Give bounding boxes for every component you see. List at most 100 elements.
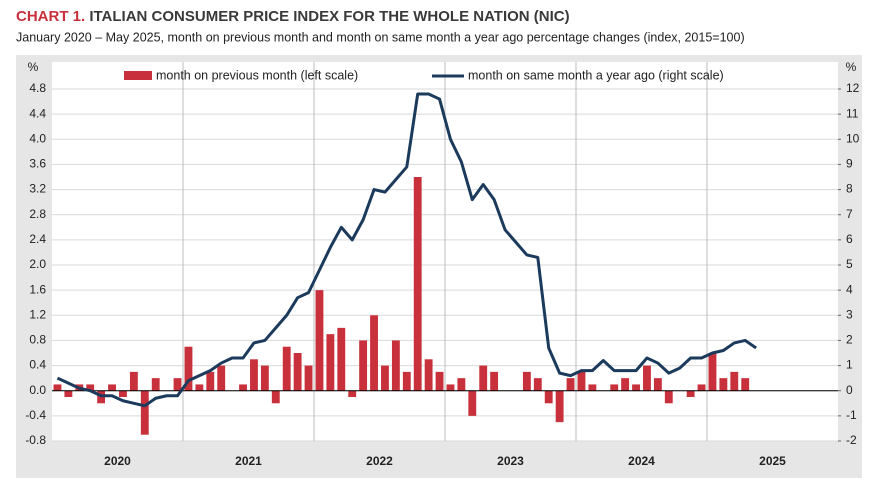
bar (479, 365, 488, 391)
chart-title: CHART 1. ITALIAN CONSUMER PRICE INDEX FO… (16, 8, 570, 25)
bar (610, 384, 619, 391)
y-tick-label: 1.6 (29, 282, 46, 296)
y2-tick-label: 4 (846, 282, 853, 296)
y2-tick-label: 5 (846, 257, 853, 271)
bar (53, 384, 62, 391)
y-tick-label: -0.8 (25, 433, 46, 447)
bar (119, 390, 127, 397)
subtitle: January 2020 – May 2025, month on previo… (16, 30, 745, 44)
bar (402, 371, 411, 391)
bar (522, 371, 531, 391)
y2-tick-label: 2 (846, 333, 853, 347)
bar (577, 371, 586, 391)
bar (326, 334, 335, 391)
bar (533, 378, 542, 391)
bar (304, 365, 313, 391)
bar (370, 315, 378, 391)
bar (271, 390, 280, 404)
x-tick-label: 2024 (628, 454, 655, 468)
bar (359, 340, 368, 391)
bar (173, 378, 182, 391)
bar (730, 371, 739, 391)
bar (686, 390, 695, 397)
y2-tick-label: 8 (846, 182, 853, 196)
y2-tick-label: 11 (846, 106, 859, 120)
bar (348, 390, 357, 397)
bar (435, 371, 444, 391)
y2-tick-label: 12 (846, 81, 860, 95)
bar (315, 290, 324, 391)
y-tick-label: 1.2 (29, 307, 46, 321)
legend-label: month on previous month (left scale) (156, 68, 358, 82)
bar (260, 365, 269, 391)
x-tick-label: 2020 (104, 454, 131, 468)
y-tick-label: 0.4 (29, 358, 46, 372)
y-tick-label: 2.0 (29, 257, 46, 271)
bar (337, 327, 346, 391)
y-tick-label: 2.4 (29, 232, 46, 246)
bar (741, 378, 750, 391)
bar (250, 359, 258, 391)
bar (457, 378, 466, 391)
line (56, 92, 757, 408)
bar (86, 384, 95, 391)
bar (708, 353, 717, 391)
bar (653, 378, 662, 391)
y-tick-label: 4.4 (29, 106, 46, 120)
y-tick-label: 2.8 (29, 207, 46, 221)
y2-tick-label: 10 (846, 131, 860, 145)
y-tick-label: 0.0 (29, 383, 46, 397)
y2-tick-label: -2 (846, 433, 857, 447)
bar (621, 378, 630, 391)
bar (108, 384, 116, 391)
bar (217, 365, 226, 391)
y-tick-label: 3.2 (29, 182, 46, 196)
y2-tick-label: 7 (846, 207, 853, 221)
bar (544, 390, 553, 404)
bar (239, 384, 247, 391)
title-prefix: CHART 1. (16, 8, 85, 25)
legend-label: month on same month a year ago (right sc… (468, 68, 724, 82)
y2-tick-label: -1 (846, 408, 857, 422)
x-tick-label: 2021 (235, 454, 262, 468)
legend-swatch (124, 71, 152, 80)
y2-tick-label: 1 (846, 358, 853, 372)
bar (555, 390, 564, 423)
y-tick-label: 3.6 (29, 157, 46, 171)
bar (490, 371, 499, 391)
bar (140, 390, 149, 435)
bar (588, 384, 597, 391)
bar (413, 177, 422, 391)
y-tick-label: 4.0 (29, 131, 46, 145)
y-tick-label: 0.8 (29, 333, 46, 347)
bar (381, 365, 389, 391)
title-text: ITALIAN CONSUMER PRICE INDEX FOR THE WHO… (89, 8, 569, 25)
bar (151, 378, 160, 391)
x-tick-label: 2023 (497, 454, 524, 468)
y-tick-label: 4.8 (29, 81, 46, 95)
x-tick-label: 2025 (759, 454, 786, 468)
y-unit: % (28, 60, 39, 74)
y-tick-label: -0.4 (25, 408, 46, 422)
bar (719, 378, 728, 391)
bar (446, 384, 455, 391)
bar (632, 384, 640, 391)
bar (64, 390, 73, 397)
bar (468, 390, 477, 416)
bar (206, 371, 215, 391)
y2-unit: % (846, 60, 857, 74)
x-tick-label: 2022 (366, 454, 393, 468)
bar (643, 365, 651, 391)
bar (129, 371, 138, 391)
bar (391, 340, 400, 391)
y2-tick-label: 9 (846, 157, 853, 171)
bar (566, 378, 575, 391)
y2-tick-label: 0 (846, 383, 853, 397)
bar (195, 384, 204, 391)
bar (697, 384, 706, 391)
bar (424, 359, 433, 391)
bar (293, 353, 302, 391)
bar (184, 346, 193, 391)
y2-tick-label: 3 (846, 307, 853, 321)
